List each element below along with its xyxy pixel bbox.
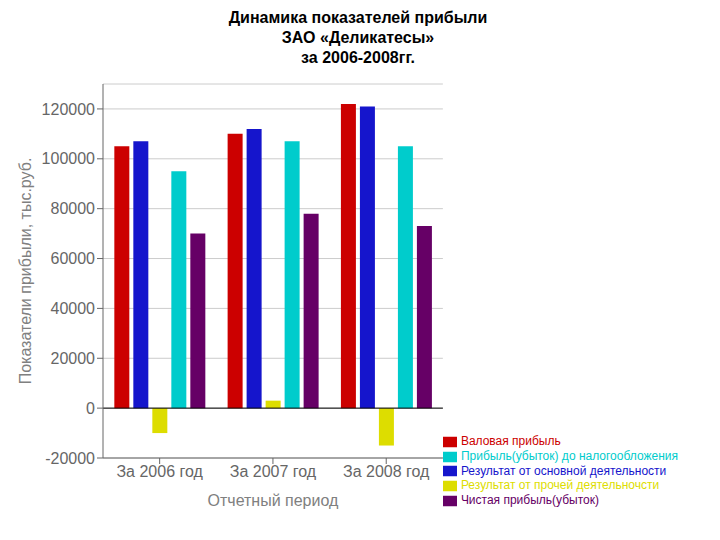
svg-text:За 2006 год: За 2006 год [116, 463, 203, 480]
svg-text:За 2007 год: За 2007 год [230, 463, 317, 480]
svg-text:За 2008 год: За 2008 год [343, 463, 430, 480]
html-text:Чистая прибыль(убыток): Чистая прибыль(убыток) [460, 493, 599, 508]
svg-text:60000: 60000 [51, 250, 96, 267]
svg-text:80000: 80000 [51, 200, 96, 217]
html-text:Прибыль(убыток) до налогооблож: Прибыль(убыток) до налогообложения [460, 448, 678, 463]
html-text:Результат от основной деятельн: Результат от основной деятельности [460, 463, 667, 478]
svg-text:120000: 120000 [42, 101, 95, 118]
svg-text:-20000: -20000 [45, 450, 95, 467]
svg-text:40000: 40000 [51, 300, 96, 317]
svg-text:Показатели прибыли, тыс.руб.: Показатели прибыли, тыс.руб. [17, 158, 34, 385]
svg-text:100000: 100000 [42, 150, 95, 167]
svg-text:Отчетный период: Отчетный период [208, 492, 339, 509]
html-text:за 2006-2008гг.: за 2006-2008гг. [301, 49, 415, 66]
svg-text:0: 0 [86, 400, 95, 417]
svg-text:20000: 20000 [51, 350, 96, 367]
html-text:ЗАО «Деликатесы»: ЗАО «Деликатесы» [281, 29, 435, 46]
html-text:Валовая прибыль: Валовая прибыль [460, 433, 561, 448]
html-text:Динамика показателей прибыли: Динамика показателей прибыли [228, 9, 488, 26]
html-text:Результат от прочей деятельноч: Результат от прочей деятельночсти [460, 478, 660, 493]
